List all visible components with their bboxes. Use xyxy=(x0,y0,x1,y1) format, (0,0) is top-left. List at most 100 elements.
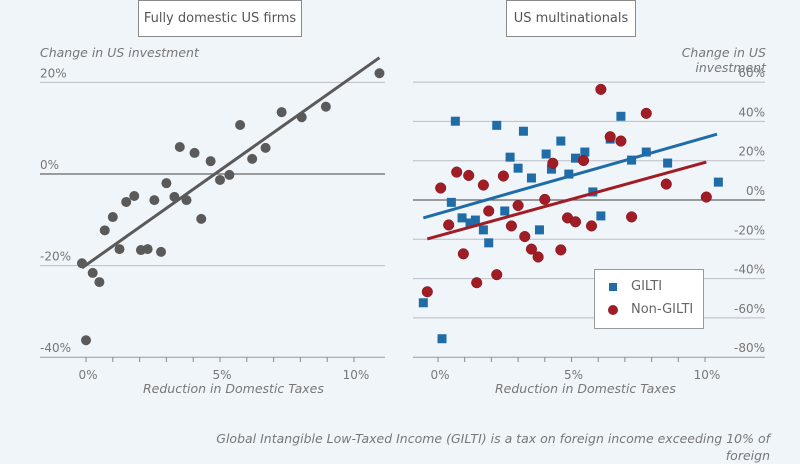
left-y-tick-label: 20% xyxy=(40,66,67,80)
right-y-tick-label: 20% xyxy=(738,145,765,159)
gilti-point xyxy=(505,152,515,162)
right-panel-title: US multinationals xyxy=(506,0,636,37)
fully-domestic-us-firms-trendline xyxy=(81,56,381,270)
left-panel-title: Fully domestic US firms xyxy=(138,0,302,37)
gilti-point xyxy=(513,163,523,173)
non-gilti-point xyxy=(532,251,544,263)
gilti-point xyxy=(470,215,480,225)
fully-domestic-us-firms-point xyxy=(196,213,207,224)
gilti-point xyxy=(418,298,428,308)
fully-domestic-us-firms-point xyxy=(224,169,235,180)
right-y-axis-label: Change in US investment xyxy=(681,45,766,75)
fully-domestic-us-firms-point xyxy=(260,142,271,153)
gilti-point xyxy=(500,206,510,216)
non-gilti-point xyxy=(451,166,463,178)
gilti-point xyxy=(465,218,475,228)
non-gilti-point xyxy=(585,220,598,232)
non-gilti-point xyxy=(640,107,652,119)
left-y-tick-label: -20% xyxy=(40,250,71,264)
chart-canvas: 20% 0% -20% -40% 0% 5% 10% 60% 40% 20% 0% -20% -40% -… xyxy=(40,56,765,382)
gilti-point xyxy=(450,116,460,126)
fully-domestic-us-firms-point xyxy=(129,190,140,201)
gilti-point xyxy=(616,111,626,121)
legend-item-non-gilti: Non-GILTI xyxy=(608,302,693,317)
fully-domestic-us-firms-point xyxy=(121,196,132,207)
legend: GILTI Non-GILTI xyxy=(594,269,704,329)
right-x-tick-label: 10% xyxy=(694,368,721,382)
circle-marker-icon xyxy=(608,304,618,315)
fully-domestic-us-firms-point xyxy=(189,147,200,158)
left-x-tick-label: 0% xyxy=(78,368,97,382)
gilti-point xyxy=(541,149,551,159)
gilti-point xyxy=(546,164,556,174)
non-gilti-point xyxy=(555,244,567,256)
caption: Global Intangible Low-Taxed Income (GILT… xyxy=(216,431,770,463)
fully-domestic-us-firms-point xyxy=(205,156,216,167)
left-x-tick-label: 5% xyxy=(212,368,231,382)
right-y-tick-label: 60% xyxy=(738,66,765,80)
left-x-axis-label: Reduction in Domestic Taxes xyxy=(143,381,324,396)
fully-domestic-us-firms-point xyxy=(107,212,118,223)
non-gilti-point xyxy=(604,131,616,143)
gilti-point xyxy=(713,177,723,187)
gilti-point xyxy=(571,153,581,163)
fully-domestic-us-firms-point xyxy=(142,244,153,255)
non-gilti-point xyxy=(539,193,551,205)
gilti-point xyxy=(446,197,456,207)
fully-domestic-us-firms-point xyxy=(174,141,185,152)
fully-domestic-us-firms-point xyxy=(94,277,105,288)
gilti-point xyxy=(663,158,673,168)
gilti-point xyxy=(564,169,574,179)
fully-domestic-us-firms-point xyxy=(81,335,91,346)
fully-domestic-us-firms-point xyxy=(161,178,172,189)
non-gilti-point xyxy=(443,219,455,231)
non-gilti-point xyxy=(491,269,503,281)
right-y-tick-label: -40% xyxy=(734,263,765,277)
non-gilti-point xyxy=(525,243,538,255)
fully-domestic-us-firms-point xyxy=(374,68,385,79)
fully-domestic-us-firms-point xyxy=(99,225,110,236)
non-gilti-point xyxy=(577,154,590,167)
right-y-tick-label: -80% xyxy=(734,341,765,355)
left-y-axis-label: Change in US investment xyxy=(40,45,199,60)
non-gilti-point xyxy=(512,199,524,212)
gilti-point xyxy=(492,120,502,130)
non-gilti-point xyxy=(569,216,582,228)
non-gilti-point xyxy=(519,230,531,243)
right-x-tick-label: 5% xyxy=(564,368,583,382)
non-gilti-point xyxy=(435,182,447,194)
right-y-tick-label: -60% xyxy=(734,302,765,316)
gilti-point xyxy=(556,136,566,146)
gilti-point xyxy=(478,225,488,235)
right-x-axis-label: Reduction in Domestic Taxes xyxy=(495,381,676,396)
gilti-point xyxy=(437,334,447,344)
non-gilti-point xyxy=(471,277,483,289)
gilti-point xyxy=(641,147,651,157)
legend-item-gilti: GILTI xyxy=(609,279,662,294)
non-gilti-point xyxy=(505,220,517,232)
non-gilti-point xyxy=(421,286,433,298)
square-marker-icon xyxy=(609,282,617,291)
gilti-point xyxy=(580,147,590,157)
gilti-point xyxy=(627,155,637,165)
fully-domestic-us-firms-point xyxy=(149,195,160,206)
right-y-tick-label: 40% xyxy=(738,105,765,119)
non-gilti-point xyxy=(660,178,672,190)
left-y-tick-label: 0% xyxy=(40,158,59,172)
non-gilti-point xyxy=(626,211,638,223)
legend-label-gilti: GILTI xyxy=(631,279,663,294)
gilti-point xyxy=(484,238,494,248)
right-x-tick-label: 0% xyxy=(430,368,449,382)
non-gilti-point xyxy=(483,205,495,217)
right-y-tick-label: -20% xyxy=(734,223,765,237)
fully-domestic-us-firms-point xyxy=(215,174,225,185)
gilti-point xyxy=(518,126,528,136)
gilti-point xyxy=(534,225,544,235)
fully-domestic-us-firms-point xyxy=(156,246,167,257)
fully-domestic-us-firms-point xyxy=(87,267,98,278)
non-gilti-point xyxy=(497,170,509,182)
fully-domestic-us-firms-point xyxy=(247,153,258,164)
left-x-tick-label: 10% xyxy=(343,368,370,382)
right-y-tick-label: 0% xyxy=(746,184,765,198)
fully-domestic-us-firms-point xyxy=(320,101,331,112)
